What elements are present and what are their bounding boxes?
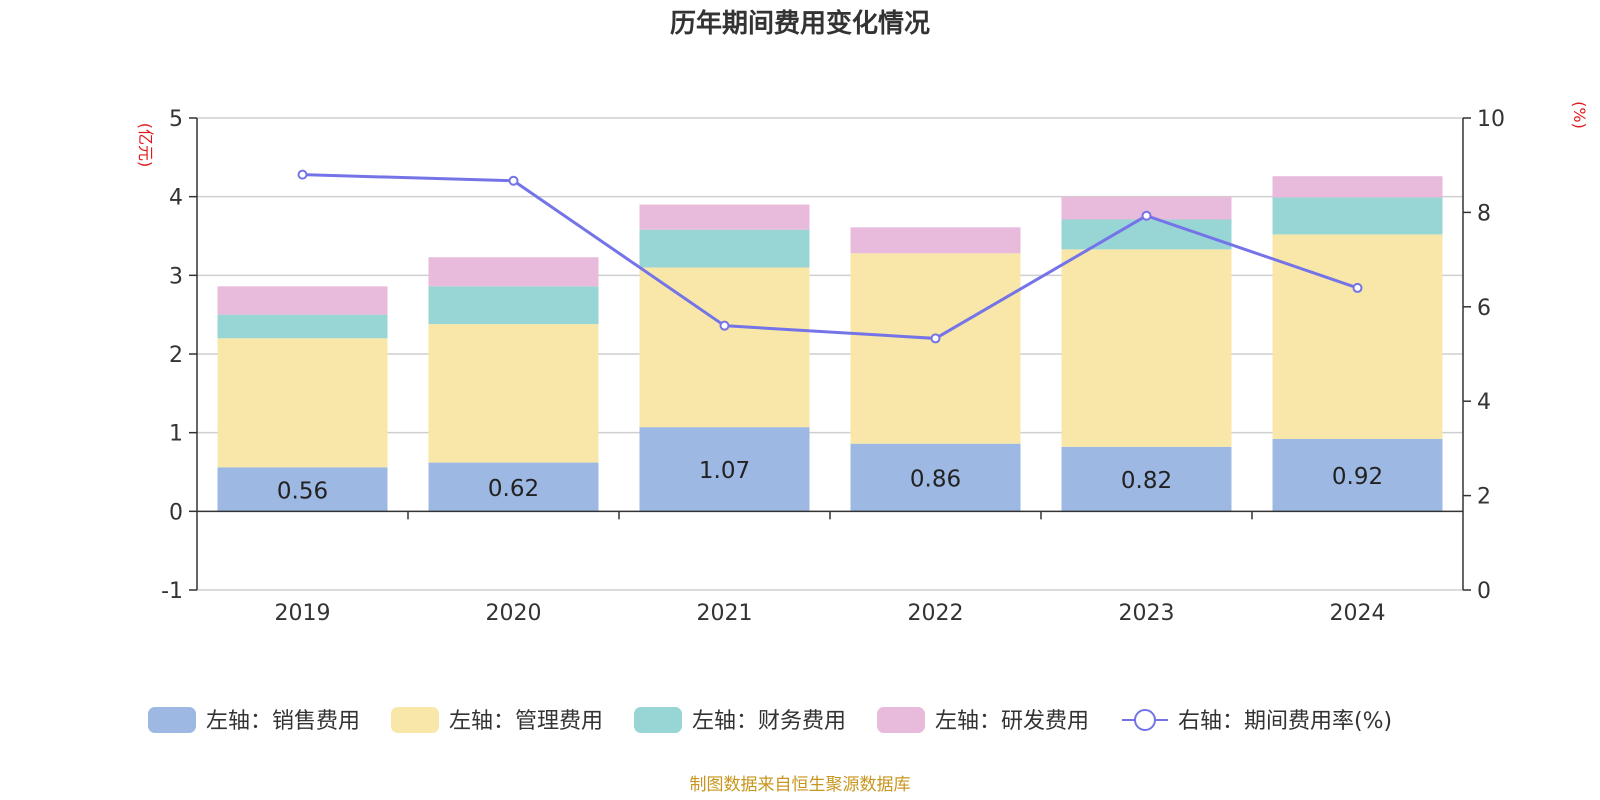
bar-segment — [639, 204, 810, 230]
axes: -1 0 1 2 3 4 5 0 2 4 6 8 10 2019 2020 2021 2022 2023 2024 — [161, 107, 1505, 626]
right-tick-label: 8 — [1477, 201, 1491, 226]
data-label-sales: 1.07 — [699, 458, 750, 484]
rate-line-path — [302, 173, 1358, 340]
legend-label: 左轴：管理费用 — [449, 709, 603, 734]
left-tick-label: 3 — [169, 264, 183, 289]
bar-segment — [850, 443, 1021, 512]
legend-swatch — [148, 707, 196, 733]
right-tick-label: 10 — [1477, 107, 1505, 132]
chart-title: 历年期间费用变化情况 — [670, 8, 930, 39]
bar-segment — [1272, 234, 1443, 439]
rate-point — [719, 320, 730, 331]
grid-lines — [197, 117, 1463, 591]
right-tick-label: 2 — [1477, 485, 1491, 510]
source-note: 制图数据来自恒生聚源数据库 — [690, 775, 911, 795]
bar-segment — [639, 229, 810, 268]
left-tick-label: -1 — [161, 579, 183, 604]
legend-swatch — [634, 707, 682, 733]
data-label-sales: 0.82 — [1121, 468, 1172, 494]
legend: 左轴：销售费用 左轴：管理费用 左轴：财务费用 左轴：研发费用 右轴：期间费用率(%) — [148, 707, 1392, 734]
legend-swatch — [391, 707, 439, 733]
x-tick-label: 2020 — [486, 601, 542, 626]
legend-line-marker — [1134, 709, 1156, 731]
bar-segment — [1061, 249, 1232, 447]
left-tick-label: 4 — [169, 186, 183, 211]
x-tick-label: 2024 — [1330, 601, 1386, 626]
bar-segment — [639, 267, 810, 428]
rate-line — [297, 169, 1363, 344]
left-tick-label: 5 — [169, 107, 183, 132]
bar-segment — [1061, 219, 1232, 250]
data-labels: 0.56 0.62 1.07 0.86 0.82 0.92 — [277, 458, 1383, 504]
right-tick-label: 6 — [1477, 296, 1491, 321]
legend-swatch — [877, 707, 925, 733]
rate-point — [1141, 210, 1152, 221]
legend-label: 左轴：研发费用 — [935, 709, 1089, 734]
left-tick-label: 1 — [169, 422, 183, 447]
rate-point — [508, 175, 519, 186]
x-tick-label: 2023 — [1119, 601, 1175, 626]
left-tick-label: 0 — [169, 500, 183, 525]
bar-segment — [1061, 446, 1232, 512]
bar-segment — [850, 227, 1021, 254]
right-tick-label: 4 — [1477, 390, 1491, 415]
rate-point — [297, 169, 308, 180]
data-label-sales: 0.86 — [910, 467, 961, 493]
right-axis-unit: (%) — [1570, 101, 1589, 129]
legend-label: 左轴：财务费用 — [692, 709, 846, 734]
bar-segment — [850, 253, 1021, 444]
bar-segment — [1272, 197, 1443, 235]
bar-segment — [428, 324, 599, 463]
rate-point — [1352, 282, 1363, 293]
rate-point — [930, 333, 941, 344]
bar-segment — [639, 427, 810, 512]
data-label-sales: 0.62 — [488, 476, 539, 502]
data-label-sales: 0.92 — [1332, 464, 1383, 490]
bar-segment — [217, 314, 388, 339]
left-tick-label: 2 — [169, 343, 183, 368]
left-axis-unit: (亿元) — [136, 123, 155, 168]
right-tick-label: 0 — [1477, 579, 1491, 604]
data-label-sales: 0.56 — [277, 478, 328, 504]
bar-segment — [1272, 176, 1443, 198]
bar-segment — [1272, 438, 1443, 512]
x-tick-label: 2022 — [908, 601, 964, 626]
bar-segment — [217, 467, 388, 512]
bar-segment — [428, 462, 599, 512]
x-tick-label: 2019 — [275, 601, 331, 626]
x-tick-label: 2021 — [697, 601, 753, 626]
bar-segment — [428, 257, 599, 287]
bar-segment — [428, 286, 599, 325]
bar-segment — [217, 286, 388, 315]
bar-segment — [217, 338, 388, 468]
legend-label: 左轴：销售费用 — [206, 709, 360, 734]
bar-segment — [1061, 196, 1232, 220]
legend-label: 右轴：期间费用率(%) — [1178, 709, 1392, 734]
bars — [217, 176, 1443, 512]
